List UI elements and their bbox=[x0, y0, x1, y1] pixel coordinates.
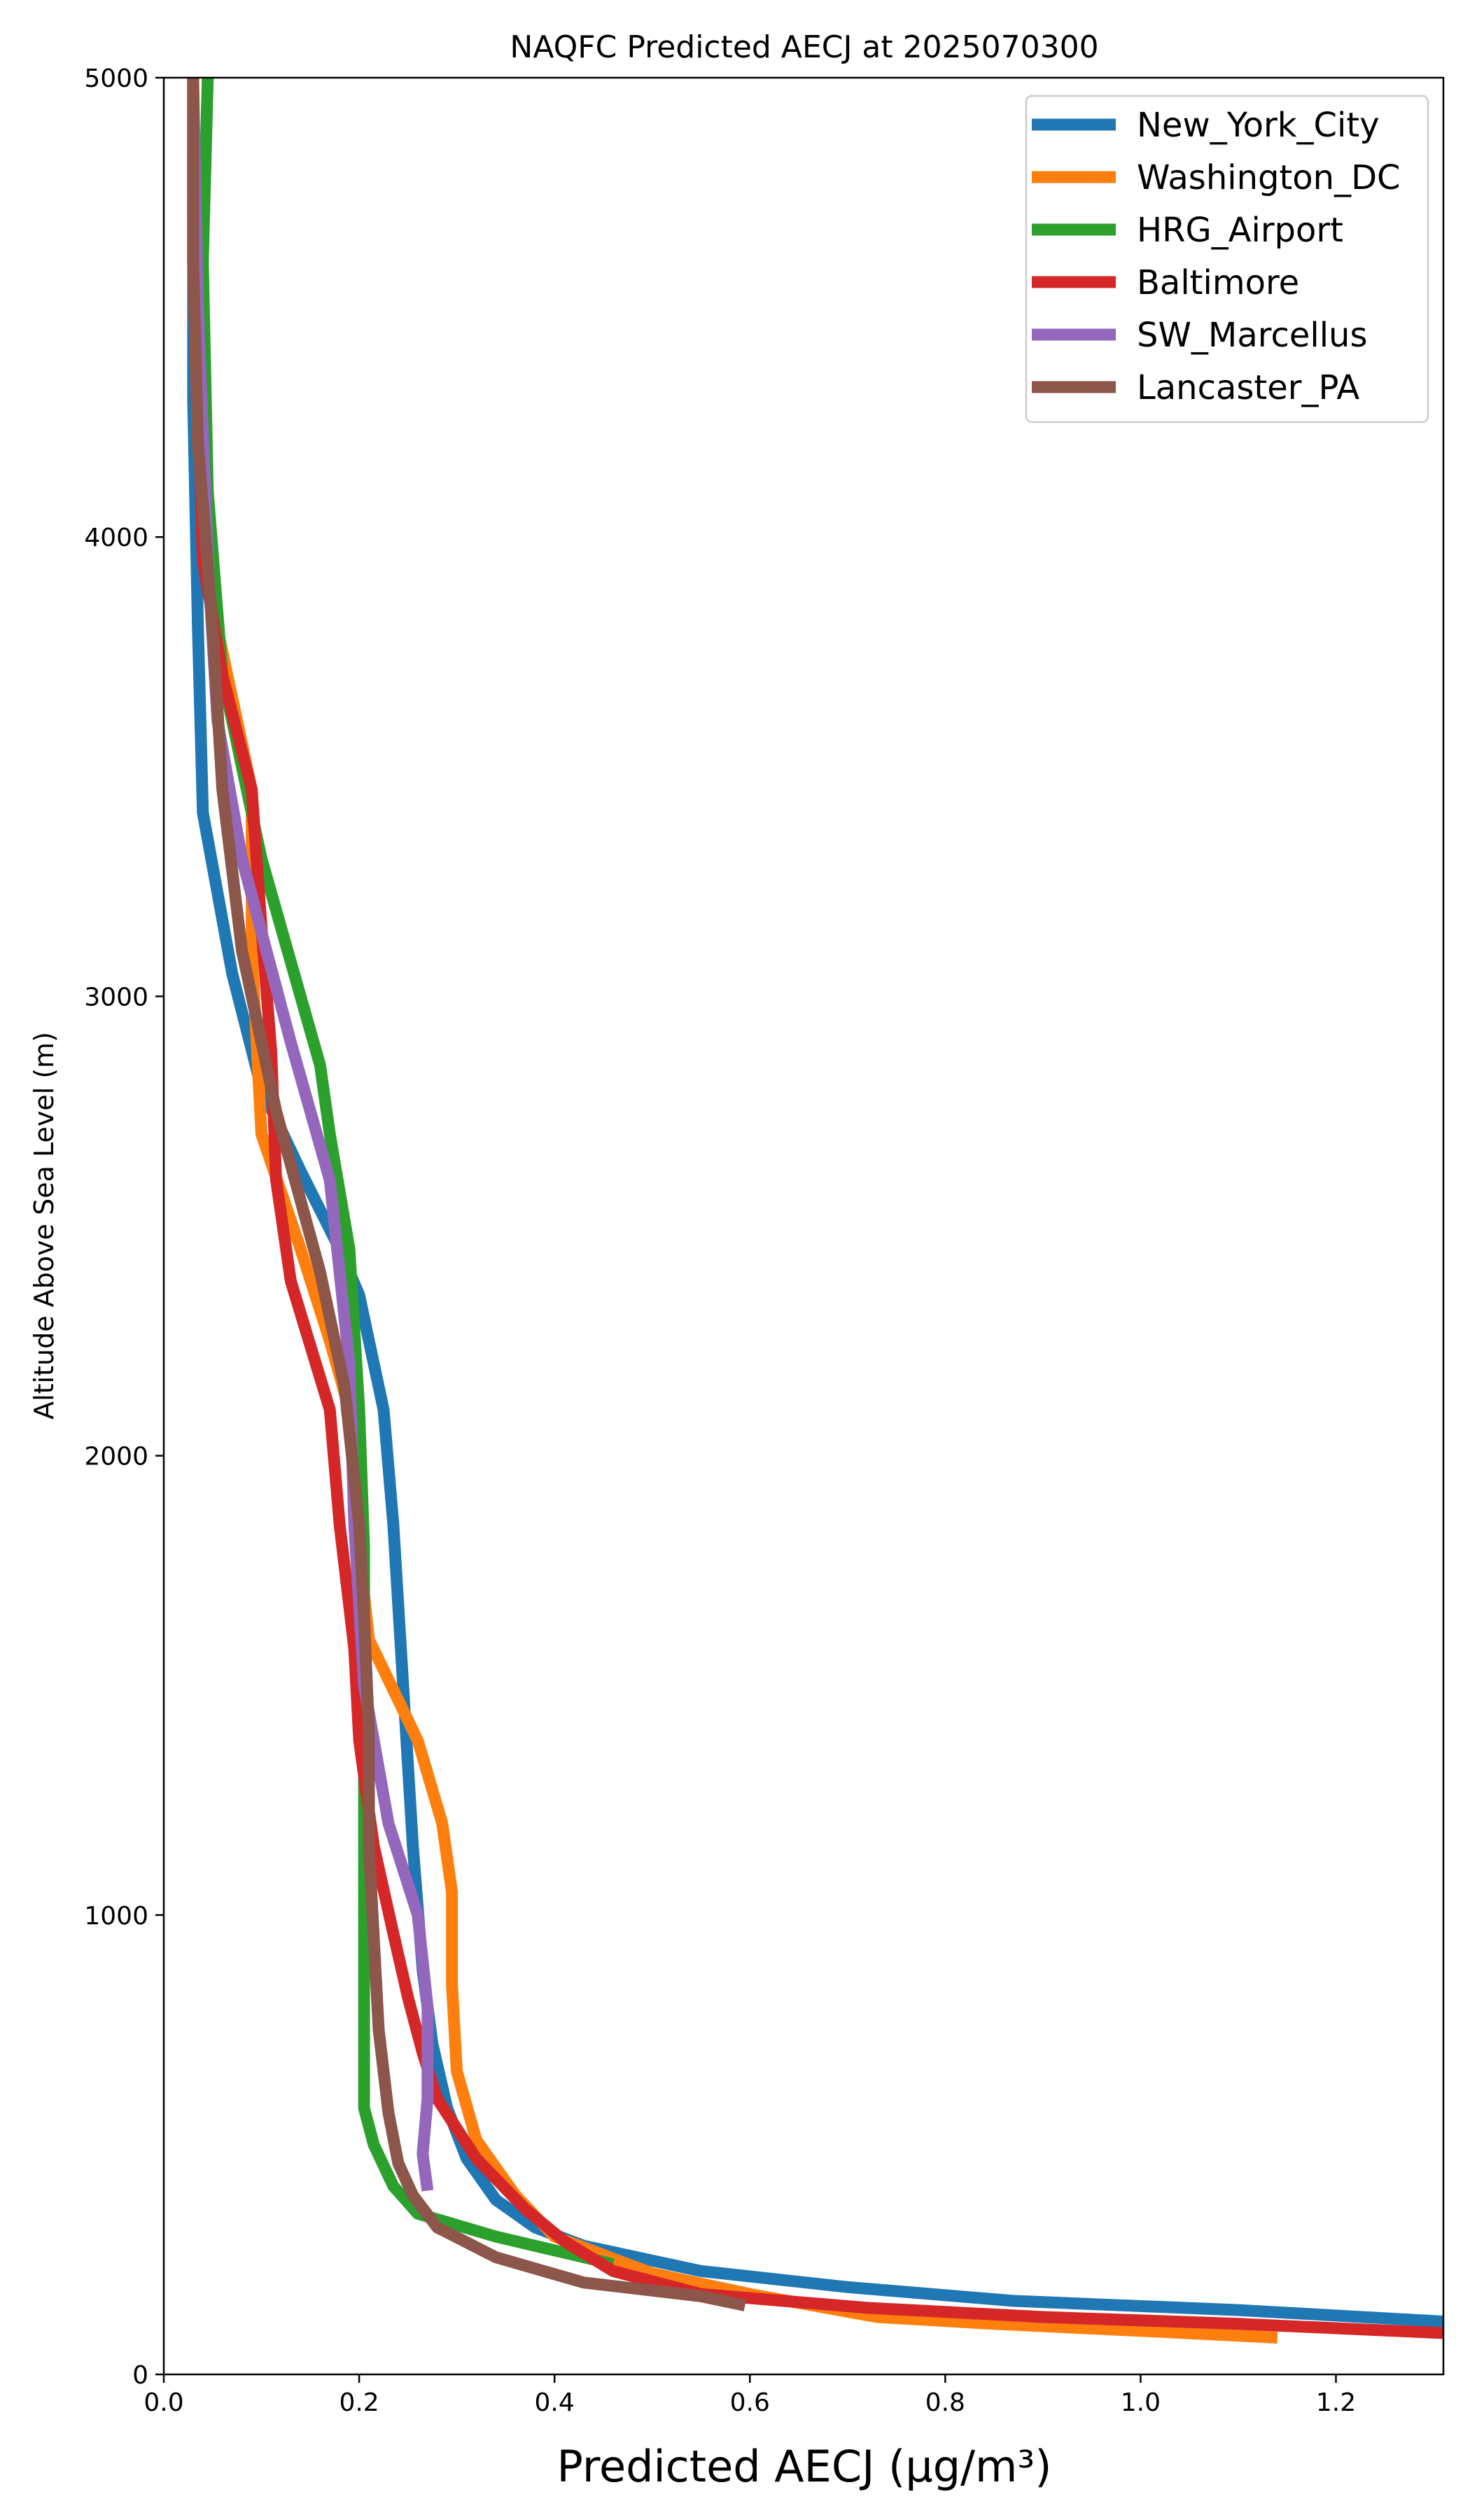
legend-frame bbox=[1025, 94, 1429, 424]
y-tick-label-2: 2000 bbox=[84, 1443, 148, 1471]
legend-label-2: HRG_Airport bbox=[1137, 211, 1343, 250]
y-axis-ticks: 0 1000 2000 3000 4000 5000 bbox=[84, 64, 164, 2390]
chart-title: NAQFC Predicted AECJ at 2025070300 bbox=[510, 29, 1098, 65]
legend-label-4: SW_Marcellus bbox=[1137, 316, 1367, 355]
legend: New_York_City Washington_DC HRG_Airport Bal… bbox=[1025, 94, 1429, 424]
legend-label-3: Baltimore bbox=[1137, 263, 1299, 302]
series-line-5 bbox=[187, 78, 747, 2311]
x-axis-ticks: 0.0 0.2 0.4 0.6 0.8 1.0 1.2 bbox=[144, 2374, 1356, 2417]
y-tick-label-0: 0 bbox=[132, 2361, 148, 2390]
plot-lines bbox=[187, 78, 1443, 2344]
x-tick-label-1: 0.2 bbox=[339, 2388, 379, 2417]
x-tick-label-5: 1.0 bbox=[1121, 2388, 1161, 2417]
plot-frame bbox=[162, 76, 1445, 2376]
x-tick-label-3: 0.6 bbox=[730, 2388, 770, 2417]
legend-label-5: Lancaster_PA bbox=[1137, 368, 1359, 407]
legend-label-0: New_York_City bbox=[1137, 106, 1380, 145]
series-line-2 bbox=[197, 78, 615, 2270]
x-tick-label-0: 0.0 bbox=[144, 2388, 183, 2417]
legend-label-1: Washington_DC bbox=[1137, 158, 1401, 197]
x-axis-label: Predicted AECJ (μg/m³) bbox=[557, 2441, 1052, 2492]
y-tick-label-3: 3000 bbox=[84, 983, 148, 1011]
y-tick-label-5: 5000 bbox=[84, 64, 148, 93]
series-line-0 bbox=[187, 78, 1443, 2328]
x-tick-label-6: 1.2 bbox=[1316, 2388, 1356, 2417]
x-tick-label-4: 0.8 bbox=[925, 2388, 965, 2417]
y-tick-label-4: 4000 bbox=[84, 524, 148, 552]
y-tick-label-1: 1000 bbox=[84, 1902, 148, 1931]
x-tick-label-2: 0.4 bbox=[535, 2388, 575, 2417]
series-line-4 bbox=[187, 78, 434, 2192]
y-axis-label: Altitude Above Sea Level (m) bbox=[29, 1032, 59, 1420]
